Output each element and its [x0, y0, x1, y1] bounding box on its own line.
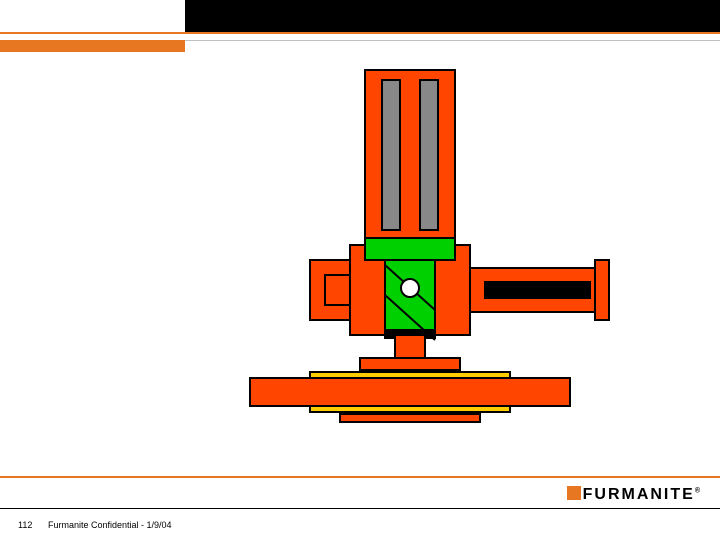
bottom-flange-top [360, 358, 460, 370]
right-flange [595, 260, 609, 320]
footer-black-line [0, 508, 720, 509]
bonnet-inner-left [382, 80, 400, 230]
logo-square-icon [567, 486, 581, 500]
bonnet-outer [365, 70, 455, 245]
bottom-neck [395, 335, 425, 360]
right-nozzle-slot [485, 282, 590, 298]
green-cap [365, 238, 455, 260]
slide: FURMANITE® 112 Furmanite Confidential - … [0, 0, 720, 540]
logo-registered-icon: ® [695, 488, 702, 495]
header-orange-line [0, 32, 720, 34]
header-gray-line [185, 40, 720, 41]
brand-logo: FURMANITE® [567, 486, 702, 504]
header-orange-left-bar [0, 40, 185, 52]
footer-orange-line [0, 476, 720, 478]
pipe-flange-bot [310, 406, 510, 412]
footer-confidential-text: Furmanite Confidential - 1/9/04 [48, 520, 172, 530]
logo-text: FURMANITE [583, 486, 695, 503]
pipe-baseplate [340, 414, 480, 422]
bonnet-inner-right [420, 80, 438, 230]
valve-diagram [210, 60, 610, 450]
page-number: 112 [18, 520, 32, 530]
pivot [401, 279, 419, 297]
header-black-bar [185, 0, 720, 32]
pipe [250, 378, 570, 406]
left-flange-narrow [325, 275, 350, 305]
